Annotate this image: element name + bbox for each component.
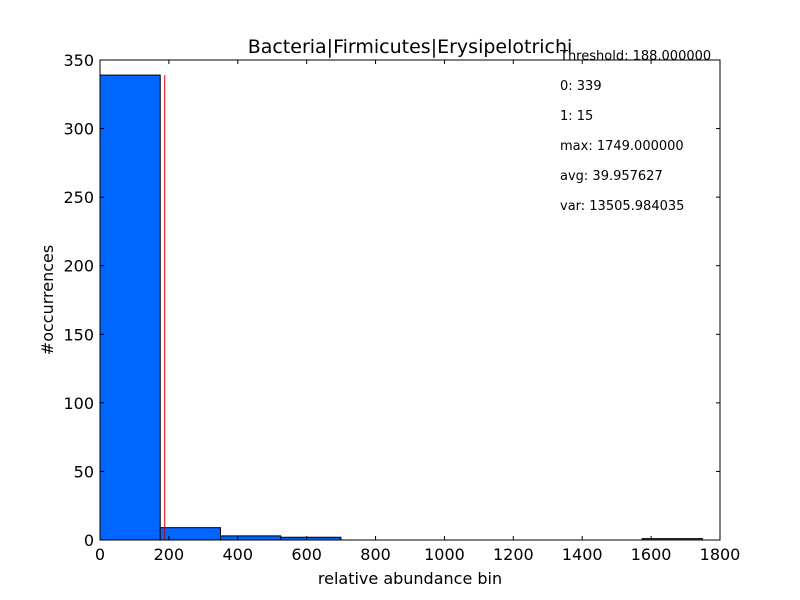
annotation-threshold: Threshold: 188.000000 xyxy=(559,49,711,64)
y-tick-label: 300 xyxy=(63,120,94,139)
x-tick-label: 400 xyxy=(223,545,254,564)
x-tick-label: 1800 xyxy=(700,545,741,564)
chart-title: Bacteria|Firmicutes|Erysipelotrichi xyxy=(248,36,573,58)
stats-annotations: Threshold: 188.000000 0: 339 1: 15 max: … xyxy=(559,49,711,214)
x-tick-label: 600 xyxy=(291,545,322,564)
bars-group xyxy=(99,74,703,541)
annotation-max: max: 1749.000000 xyxy=(560,139,684,154)
x-tick-label: 1200 xyxy=(493,545,534,564)
x-tick-label: 200 xyxy=(154,545,185,564)
y-tick-label: 350 xyxy=(63,51,94,70)
x-tick-label: 1000 xyxy=(424,545,465,564)
y-tick-label: 50 xyxy=(74,462,94,481)
x-tick-label: 1400 xyxy=(562,545,603,564)
ticks-group: 0 200 400 600 800 1000 1200 1400 1600 1800 0 50 100 1… xyxy=(63,51,740,564)
histogram-bar xyxy=(99,74,161,541)
x-axis-label: relative abundance bin xyxy=(318,569,502,588)
x-tick-label: 1600 xyxy=(631,545,672,564)
annotation-var: var: 13505.984035 xyxy=(560,199,684,214)
y-tick-label: 0 xyxy=(84,531,94,550)
annotation-avg: avg: 39.957627 xyxy=(560,169,663,184)
y-tick-label: 150 xyxy=(63,325,94,344)
annotation-count-1: 1: 15 xyxy=(560,109,593,124)
y-tick-label: 100 xyxy=(63,394,94,413)
y-axis-label: #occurrences xyxy=(38,245,57,355)
histogram-bar xyxy=(219,535,282,541)
x-tick-label: 800 xyxy=(360,545,391,564)
plot-frame xyxy=(99,59,721,541)
annotation-count-0: 0: 339 xyxy=(560,79,602,94)
y-tick-label: 250 xyxy=(63,188,94,207)
y-tick-label: 200 xyxy=(63,257,94,276)
x-tick-label: 0 xyxy=(95,545,105,564)
